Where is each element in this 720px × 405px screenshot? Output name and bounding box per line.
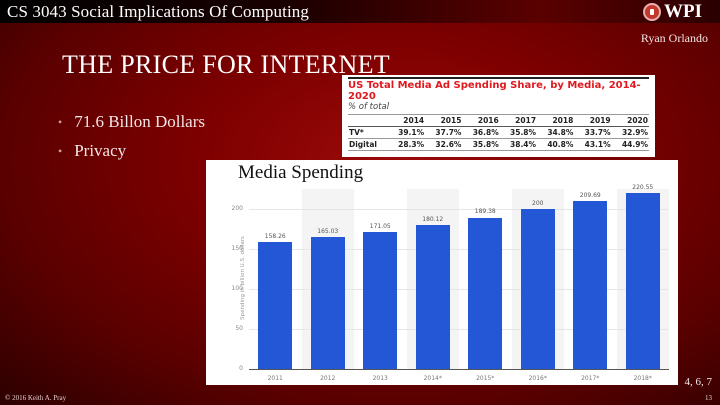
x-tick-label: 2017* <box>581 375 600 382</box>
bar <box>520 209 555 369</box>
y-tick-label: 150 <box>231 245 243 252</box>
author-name: Ryan Orlando <box>640 31 708 45</box>
y-tick-label: 200 <box>231 205 243 212</box>
logo-text: WPI <box>664 1 702 22</box>
x-axis-line <box>249 369 669 370</box>
bar <box>415 224 450 369</box>
copyright: © 2016 Keith A. Pray <box>5 394 67 402</box>
ad-spending-share-table: US Total Media Ad Spending Share, by Med… <box>342 75 655 157</box>
bar-value-label: 209.69 <box>579 192 601 200</box>
x-tick-label: 2018* <box>633 375 652 382</box>
y-tick-label: 0 <box>239 365 243 372</box>
bar-value-label: 189.38 <box>474 208 496 216</box>
bar-value-label: 165.03 <box>317 227 339 235</box>
bar-value-label: 180.12 <box>422 215 444 223</box>
bullet-icon: • <box>58 143 63 158</box>
x-tick-label: 2015* <box>476 375 495 382</box>
table-row: TV* 39.1% 37.7% 36.8% 35.8% 34.8% 33.7% … <box>348 128 649 139</box>
bar <box>468 217 503 369</box>
bullet-item: • Privacy <box>58 141 127 160</box>
bar <box>625 192 660 369</box>
bar-value-label: 171.05 <box>369 223 391 231</box>
gridline <box>249 329 669 330</box>
gridline <box>249 209 669 210</box>
references: 4, 6, 7 <box>684 376 713 388</box>
wpi-seal-icon <box>643 3 661 21</box>
gridline <box>249 289 669 290</box>
x-tick-label: 2012 <box>320 375 336 382</box>
bar <box>363 232 398 369</box>
bullet-item: • 71.6 Billon Dollars <box>58 112 206 131</box>
y-axis-label: Spending in billion U.S. dollars <box>240 236 246 320</box>
bar <box>258 242 293 369</box>
chart-title: Media Spending <box>238 162 364 183</box>
x-tick-label: 2016* <box>528 375 547 382</box>
y-tick-label: 100 <box>231 285 243 292</box>
bar-value-label: 220.55 <box>632 183 654 191</box>
x-tick-label: 2011 <box>267 375 283 382</box>
divider <box>348 77 649 79</box>
share-table: 2014 2015 2016 2017 2018 2019 2020 TV* 3… <box>348 114 649 151</box>
table-title: US Total Media Ad Spending Share, by Med… <box>348 80 641 102</box>
bullet-list: • 71.6 Billon Dollars • Privacy <box>58 112 205 170</box>
table-header-row: 2014 2015 2016 2017 2018 2019 2020 <box>348 114 649 127</box>
table-row: Digital 28.3% 32.6% 35.8% 38.4% 40.8% 43… <box>348 140 649 151</box>
x-tick-label: 2014* <box>423 375 442 382</box>
gridline <box>249 249 669 250</box>
media-spending-chart: Media Spending Spending in billion U.S. … <box>206 160 678 385</box>
header-bar: CS 3043 Social Implications Of Computing… <box>0 0 720 23</box>
plot-area: Spending in billion U.S. dollars 0 50 100 1… <box>232 184 669 382</box>
wpi-logo: WPI <box>643 1 702 23</box>
page-number: 13 <box>705 394 712 402</box>
course-title: CS 3043 Social Implications Of Computing <box>7 2 309 21</box>
slide-title: THE PRICE FOR INTERNET <box>62 50 390 79</box>
table-subtitle: % of total <box>348 102 390 112</box>
bar-value-label: 158.26 <box>264 233 286 241</box>
bar <box>310 236 345 369</box>
y-tick-label: 50 <box>235 325 243 332</box>
x-tick-label: 2013 <box>372 375 388 382</box>
bar-value-label: 200 <box>532 200 544 207</box>
bullet-icon: • <box>58 114 63 129</box>
bar <box>573 201 608 369</box>
